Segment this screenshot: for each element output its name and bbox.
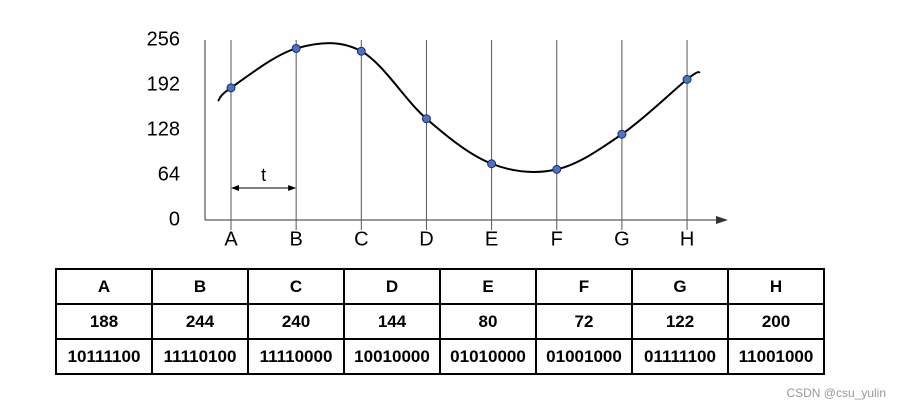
table-cell: 72 <box>535 303 633 340</box>
x-axis-arrow <box>716 216 728 224</box>
y-tick-label: 192 <box>147 73 180 95</box>
sample-point <box>617 129 627 139</box>
x-tick-label: D <box>419 228 433 250</box>
table-cell: 01001000 <box>535 338 633 375</box>
table-cell: H <box>727 268 825 305</box>
sample-point <box>682 74 692 84</box>
sample-point <box>226 83 236 93</box>
y-tick-label: 256 <box>147 28 180 50</box>
arrow-head <box>231 185 239 191</box>
table-cell: C <box>247 268 345 305</box>
table-cell: 200 <box>727 303 825 340</box>
table-cell: 10111100 <box>55 338 153 375</box>
x-tick-label: H <box>680 228 694 250</box>
sample-point <box>421 114 431 124</box>
table-cell: 01010000 <box>439 338 537 375</box>
table-cell: 244 <box>151 303 249 340</box>
table-cell: 11110100 <box>151 338 249 375</box>
table-cell: G <box>631 268 729 305</box>
period-label: t <box>261 165 266 185</box>
sample-point <box>356 46 366 56</box>
sample-point <box>291 43 301 53</box>
table-row: 10111100 11110100 11110000 10010000 01010000… <box>55 338 825 375</box>
y-tick-label: 64 <box>158 163 180 185</box>
x-tick-label: A <box>224 228 238 250</box>
arrow-head <box>288 185 297 191</box>
table-cell: 188 <box>55 303 153 340</box>
data-table: A B C D E F G H 188 244 240 144 80 72 122 200 10111100 11… <box>55 268 825 375</box>
y-tick-label: 128 <box>147 118 180 140</box>
table-cell: D <box>343 268 441 305</box>
chart: 0 64 128 192 256 A B C D E F G Ht <box>147 28 728 250</box>
table-cell: 240 <box>247 303 345 340</box>
table-row: 188 244 240 144 80 72 122 200 <box>55 303 825 340</box>
watermark: CSDN @csu_yulin <box>786 386 886 400</box>
table-cell: 01111100 <box>631 338 729 375</box>
table-cell: A <box>55 268 153 305</box>
x-tick-label: E <box>485 228 498 250</box>
table-cell: 10010000 <box>343 338 441 375</box>
table-cell: B <box>151 268 249 305</box>
x-tick-label: F <box>551 228 563 250</box>
table-cell: F <box>535 268 633 305</box>
signal-curve <box>217 42 701 173</box>
sample-point <box>552 164 562 174</box>
y-tick-label: 0 <box>169 208 180 230</box>
x-tick-label: B <box>289 228 302 250</box>
x-tick-label: G <box>614 228 630 250</box>
sample-point <box>487 159 497 169</box>
table-cell: E <box>439 268 537 305</box>
table-cell: 80 <box>439 303 537 340</box>
table-cell: 11110000 <box>247 338 345 375</box>
table-cell: 144 <box>343 303 441 340</box>
table-cell: 122 <box>631 303 729 340</box>
table-cell: 11001000 <box>727 338 825 375</box>
x-tick-label: C <box>354 228 368 250</box>
